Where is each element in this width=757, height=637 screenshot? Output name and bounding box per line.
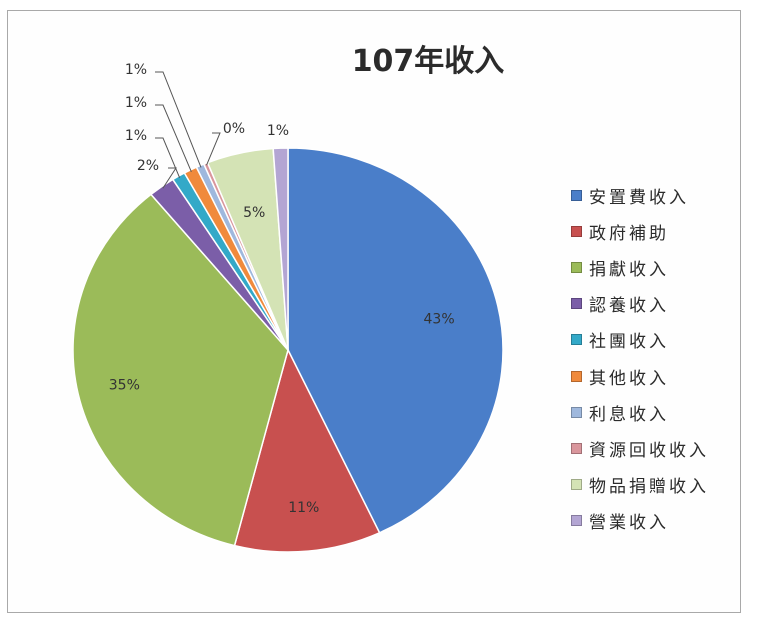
legend-swatch — [571, 479, 582, 491]
legend-item: 安置費收入 — [571, 177, 709, 213]
legend-label: 利息收入 — [589, 404, 669, 425]
legend-swatch — [571, 515, 582, 527]
legend-label: 認養收入 — [589, 296, 669, 317]
legend-item: 政府補助 — [571, 213, 709, 249]
legend-swatch — [571, 298, 582, 310]
legend-label: 營業收入 — [589, 513, 669, 534]
slice-7-label: 0% — [223, 121, 245, 137]
slice-4-label: 1% — [125, 128, 147, 144]
slice-1 — [233, 347, 381, 553]
legend-item: 營業收入 — [571, 503, 709, 539]
legend-item: 認養收入 — [571, 286, 709, 322]
legend-item: 其他收入 — [571, 358, 709, 394]
legend-label: 安置費收入 — [589, 187, 689, 208]
legend-label: 捐獻收入 — [589, 259, 669, 280]
slice-2 — [72, 193, 289, 547]
legend-swatch — [571, 334, 582, 346]
legend-swatch — [571, 225, 582, 237]
legend-item: 資源回收收入 — [571, 430, 709, 466]
legend-swatch — [571, 189, 582, 201]
slice-9-label: 1% — [267, 123, 289, 139]
slice-5-leader-line — [155, 104, 192, 173]
legend-swatch — [571, 442, 582, 454]
slice-8-label: 5% — [243, 205, 265, 221]
chart-legend: 安置費收入政府補助捐獻收入認養收入社團收入其他收入利息收入資源回收收入 物品捐贈收… — [571, 177, 709, 539]
legend-label: 資源回收收入 — [589, 440, 709, 461]
legend-item: 社團收入 — [571, 322, 709, 358]
slice-4-leader-line — [155, 137, 181, 179]
legend-swatch — [571, 261, 582, 273]
legend-label: 其他收入 — [589, 368, 669, 389]
legend-swatch — [571, 406, 582, 418]
slice-0 — [287, 147, 504, 534]
legend-label: 政府補助 — [589, 223, 669, 244]
slice-7-leader-line — [206, 132, 221, 166]
legend-label: 物品捐贈收入 — [589, 477, 709, 498]
legend-swatch — [571, 370, 582, 382]
slice-3-label: 2% — [137, 158, 159, 174]
slice-6-label: 1% — [125, 62, 147, 78]
slice-2-label: 35% — [109, 377, 140, 393]
slice-9 — [272, 147, 289, 351]
slice-5-label: 1% — [125, 95, 147, 111]
chart-title: 107年收入 — [352, 44, 505, 79]
slice-1-label: 11% — [288, 500, 319, 516]
legend-item: 利息收入 — [571, 394, 709, 430]
legend-label: 社團收入 — [589, 332, 669, 353]
legend-item: 物品捐贈收入 — [571, 467, 709, 503]
slice-6-leader-line — [155, 71, 202, 168]
legend-item: 捐獻收入 — [571, 249, 709, 285]
slice-0-label: 43% — [424, 311, 455, 327]
